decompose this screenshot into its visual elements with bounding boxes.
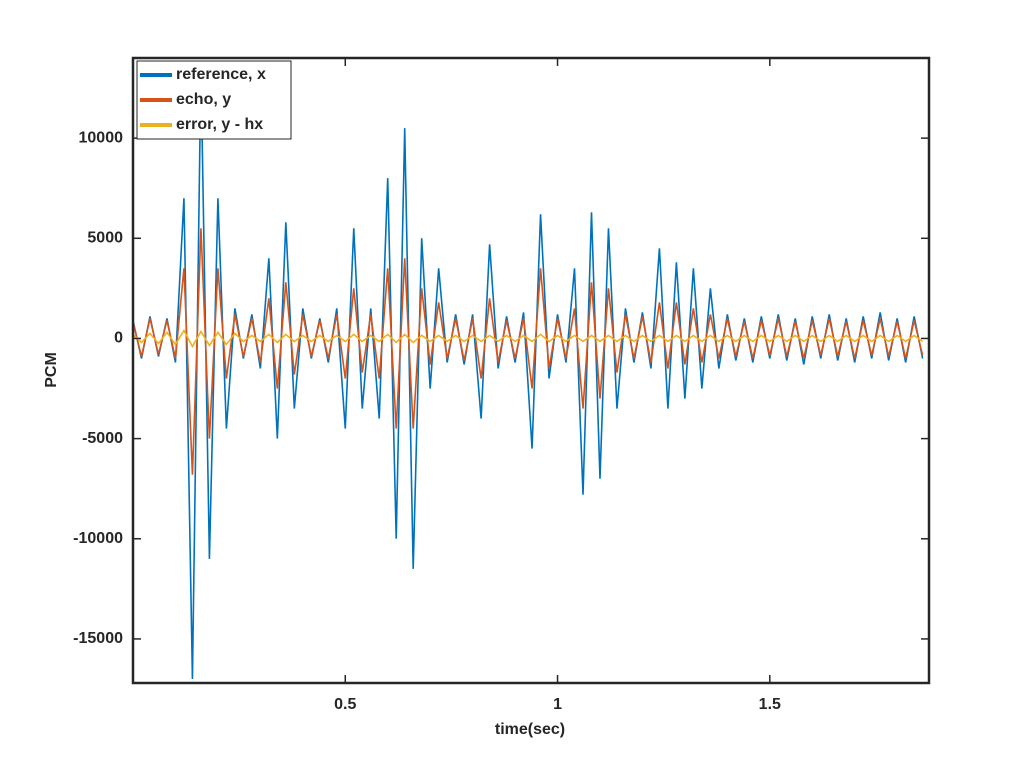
- y-axis-label: PCM: [43, 352, 60, 388]
- legend-label: echo, y: [176, 91, 231, 108]
- series-line: [132, 328, 924, 349]
- legend-label: error, y - hx: [176, 116, 263, 133]
- axes-box: [131, 56, 931, 685]
- x-tick-label: 0.5: [334, 696, 356, 713]
- x-tick-label: 1.5: [759, 696, 781, 713]
- x-axis-label: time(sec): [495, 721, 565, 738]
- y-tick-label: 10000: [79, 129, 124, 146]
- y-tick-label: -5000: [82, 430, 123, 447]
- y-tick-label: -10000: [73, 530, 123, 547]
- x-tick-label: 1: [553, 696, 562, 713]
- axes-background: [133, 58, 929, 683]
- legend: reference, x echo, y error, y - hx: [136, 60, 292, 140]
- y-tick-label: 0: [114, 330, 123, 347]
- legend-label: reference, x: [176, 66, 266, 83]
- y-tick-label: 5000: [87, 230, 123, 247]
- y-tick-label: -15000: [73, 630, 123, 647]
